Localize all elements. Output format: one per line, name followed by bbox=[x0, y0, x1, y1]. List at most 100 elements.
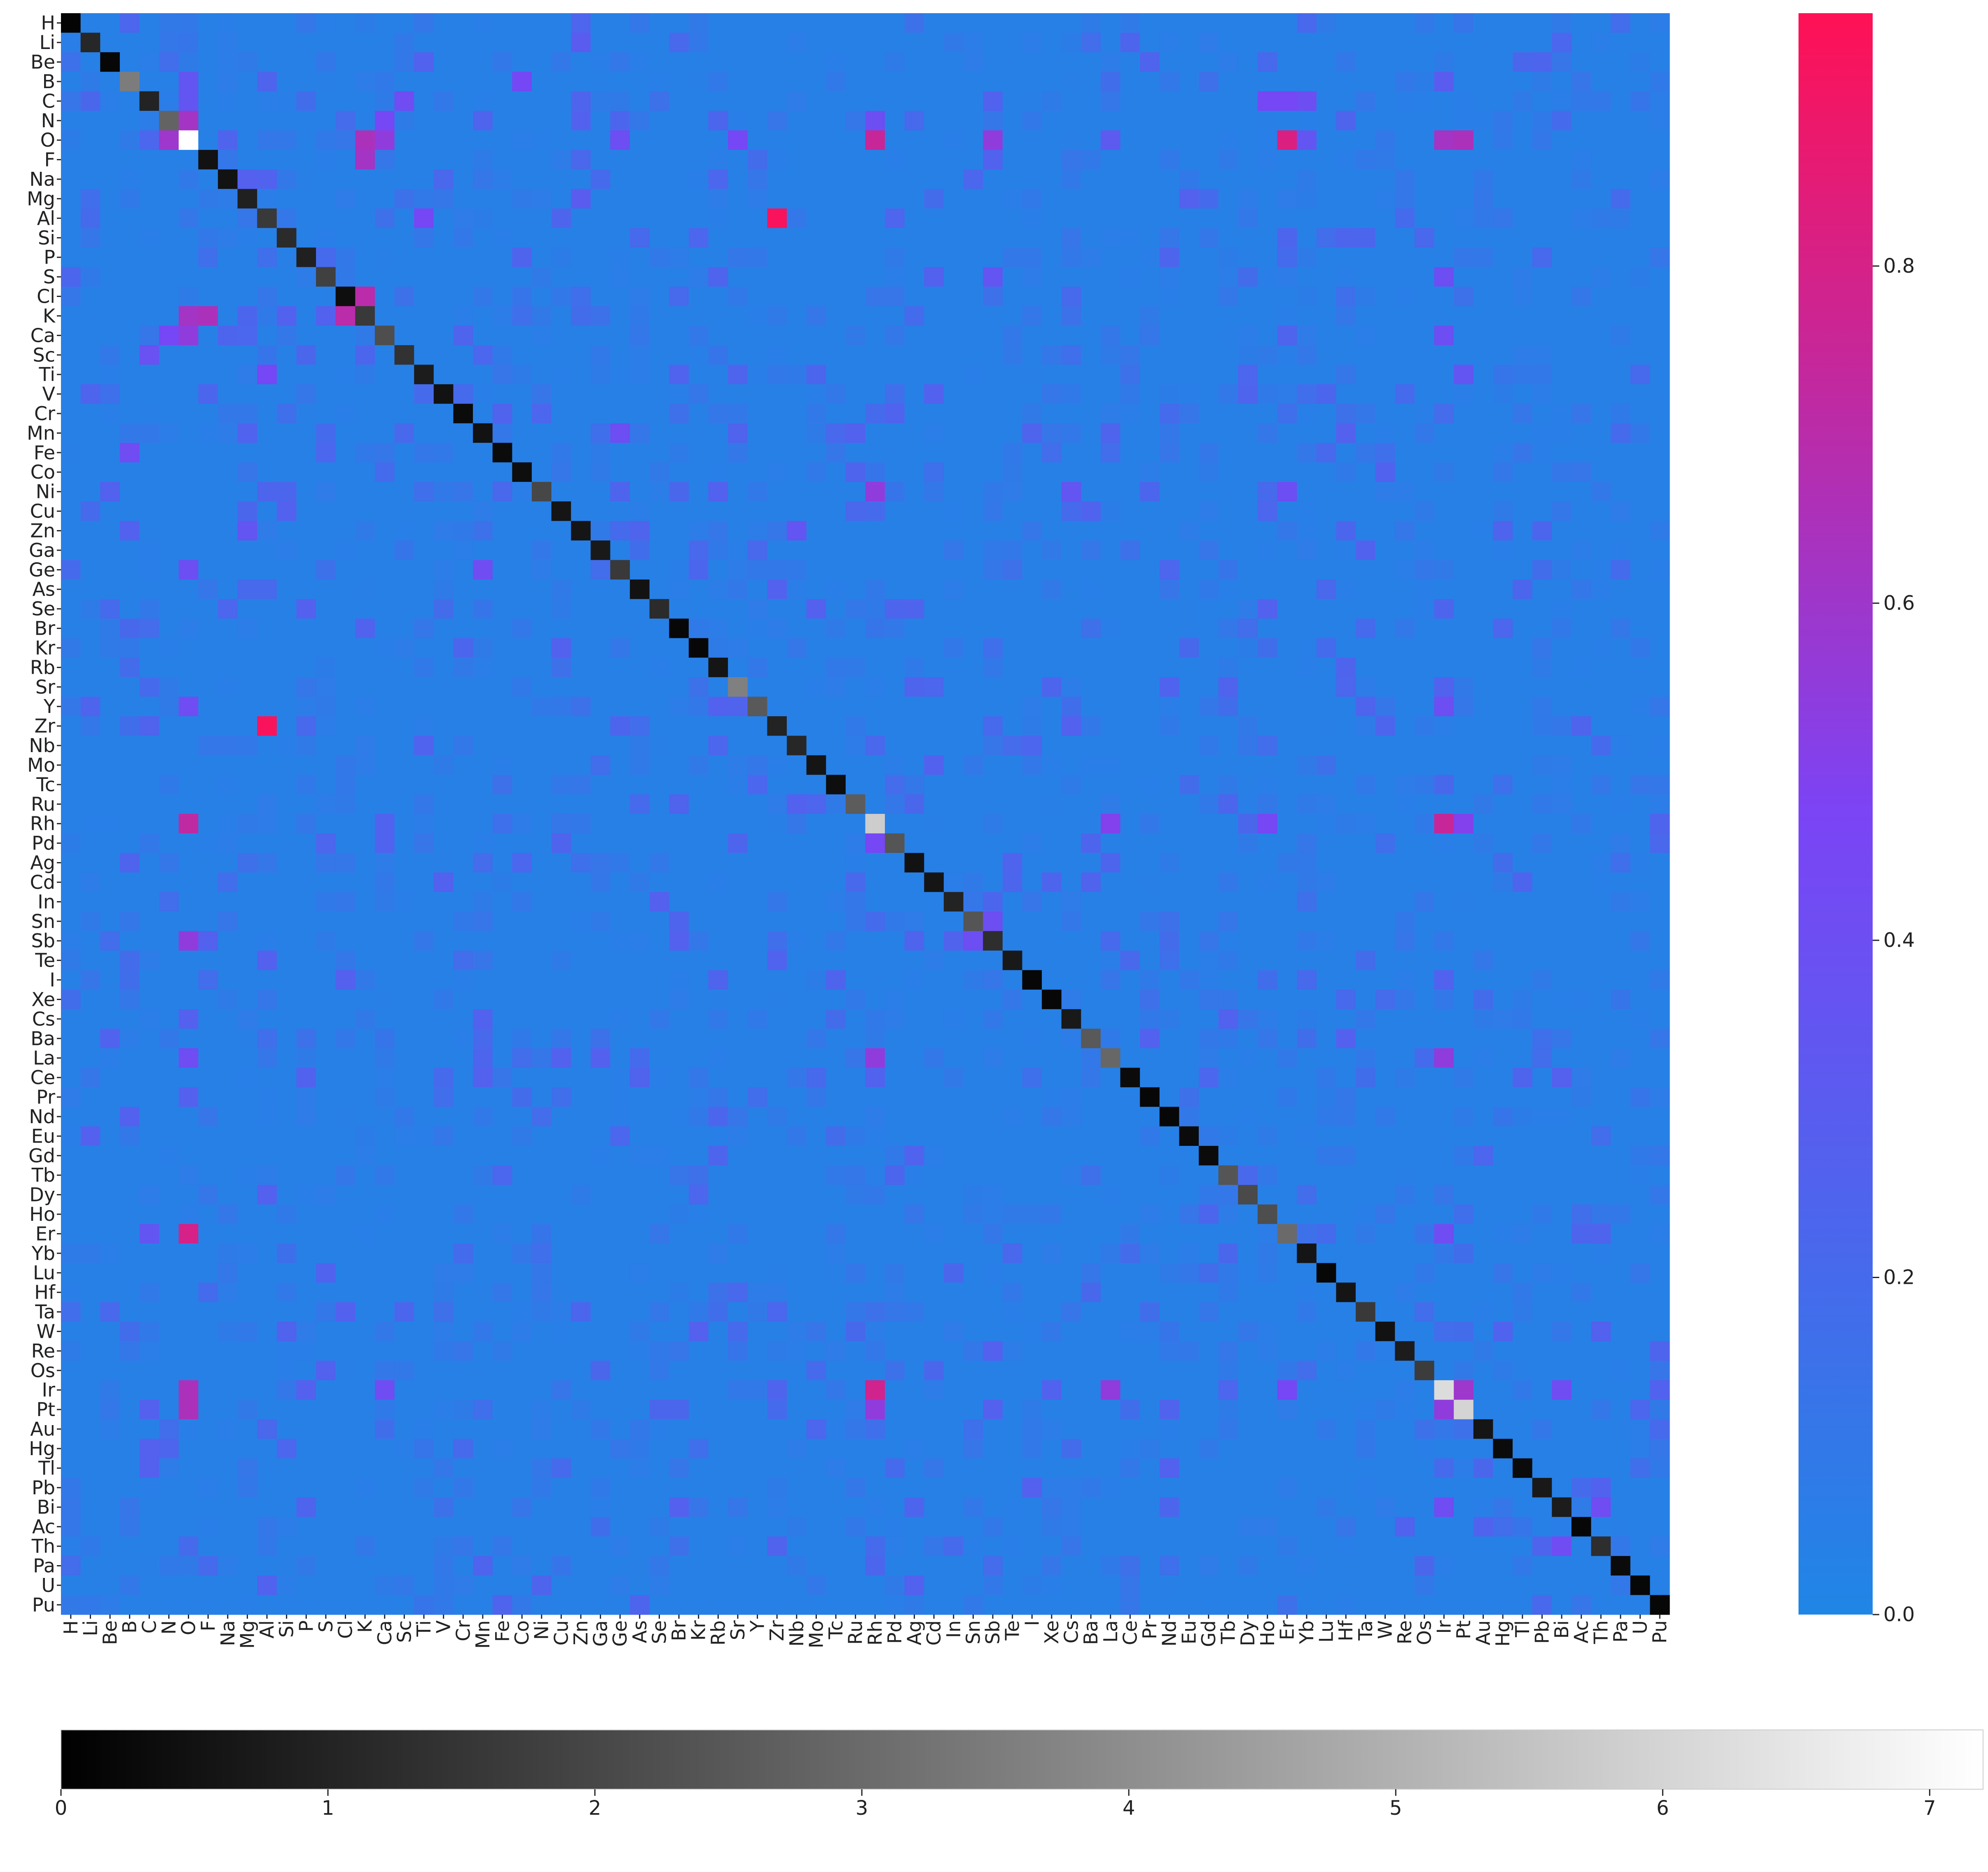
heatmap-cell bbox=[845, 111, 866, 131]
heatmap-cell bbox=[394, 462, 414, 482]
heatmap-cell bbox=[1002, 989, 1023, 1010]
heatmap-cell bbox=[473, 1087, 493, 1107]
heatmap-cell bbox=[747, 540, 767, 561]
heatmap-cell bbox=[826, 638, 846, 658]
heatmap-cell bbox=[139, 423, 159, 443]
heatmap-cell bbox=[1002, 1068, 1023, 1088]
heatmap-cell bbox=[139, 1087, 159, 1107]
heatmap-cell bbox=[688, 716, 709, 736]
heatmap-cell bbox=[885, 853, 905, 873]
heatmap-cell bbox=[1434, 1048, 1454, 1068]
heatmap-cell bbox=[355, 111, 375, 131]
heatmap-cell bbox=[531, 52, 552, 72]
heatmap-cell bbox=[688, 736, 709, 756]
heatmap-cell bbox=[1650, 618, 1670, 638]
heatmap-cell bbox=[1375, 989, 1395, 1010]
heatmap-cell bbox=[1375, 111, 1395, 131]
heatmap-cell bbox=[688, 91, 709, 111]
heatmap-cell bbox=[1434, 931, 1454, 951]
heatmap-cell bbox=[1356, 833, 1376, 853]
heatmap-cell bbox=[688, 677, 709, 697]
heatmap-cell bbox=[904, 989, 924, 1010]
heatmap-cell bbox=[178, 833, 199, 853]
heatmap-cell bbox=[943, 989, 964, 1010]
heatmap-cell bbox=[1297, 560, 1317, 580]
heatmap-cell bbox=[1414, 736, 1435, 756]
heatmap-cell bbox=[1002, 872, 1023, 893]
heatmap-cell bbox=[1238, 443, 1258, 463]
heatmap-cell bbox=[1571, 521, 1592, 541]
heatmap-cell bbox=[630, 638, 650, 658]
heatmap-cell bbox=[924, 72, 944, 92]
heatmap-cell bbox=[1650, 247, 1670, 267]
heatmap-cell bbox=[845, 189, 866, 209]
heatmap-cell bbox=[1375, 833, 1395, 853]
heatmap-cell bbox=[787, 853, 807, 873]
heatmap-cell bbox=[1120, 853, 1140, 873]
heatmap-cell bbox=[257, 111, 277, 131]
heatmap-cell bbox=[1650, 1146, 1670, 1166]
heatmap-cell bbox=[257, 638, 277, 658]
heatmap-cell bbox=[100, 989, 120, 1010]
heatmap-cell bbox=[296, 169, 316, 189]
heatmap-cell bbox=[1316, 540, 1337, 561]
heatmap-cell bbox=[747, 1068, 767, 1088]
heatmap-cell bbox=[159, 33, 179, 53]
heatmap-cell bbox=[1120, 970, 1140, 990]
heatmap-cell bbox=[1552, 189, 1572, 209]
heatmap-cell bbox=[100, 1087, 120, 1107]
heatmap-cell bbox=[649, 33, 669, 53]
heatmap-cell bbox=[551, 384, 571, 404]
heatmap-cell bbox=[1218, 189, 1238, 209]
heatmap-cell bbox=[1336, 853, 1356, 873]
heatmap-cell bbox=[806, 306, 826, 326]
heatmap-cell bbox=[728, 365, 748, 385]
heatmap-cell bbox=[1042, 736, 1062, 756]
heatmap-cell bbox=[1336, 111, 1356, 131]
heatmap-cell bbox=[531, 580, 552, 600]
heatmap-cell bbox=[1140, 247, 1160, 267]
heatmap-cell bbox=[904, 208, 924, 229]
heatmap-cell bbox=[1473, 1028, 1493, 1049]
heatmap-cell bbox=[630, 1009, 650, 1029]
heatmap-cell bbox=[1395, 521, 1415, 541]
heatmap-cell bbox=[1591, 794, 1611, 814]
heatmap-cell bbox=[1454, 462, 1474, 482]
heatmap-cell bbox=[1571, 1146, 1592, 1166]
heatmap-cell bbox=[1336, 1048, 1356, 1068]
heatmap-cell bbox=[1414, 657, 1435, 678]
heatmap-cell bbox=[433, 13, 454, 33]
heatmap-cell bbox=[80, 1165, 101, 1185]
heatmap-cell bbox=[1140, 1146, 1160, 1166]
heatmap-cell bbox=[1120, 462, 1140, 482]
heatmap-cell bbox=[590, 443, 611, 463]
heatmap-cell bbox=[1297, 696, 1317, 717]
heatmap-cell bbox=[904, 521, 924, 541]
heatmap-cell bbox=[1022, 72, 1042, 92]
heatmap-cell bbox=[1414, 267, 1435, 287]
heatmap-cell bbox=[1434, 1068, 1454, 1088]
heatmap-cell bbox=[1218, 931, 1238, 951]
heatmap-cell bbox=[1611, 306, 1631, 326]
heatmap-cell bbox=[1218, 1107, 1238, 1127]
heatmap-cell bbox=[1002, 1107, 1023, 1127]
heatmap-cell bbox=[767, 970, 787, 990]
heatmap-cell bbox=[296, 267, 316, 287]
heatmap-cell bbox=[198, 1048, 218, 1068]
heatmap-cell bbox=[649, 443, 669, 463]
heatmap-cell bbox=[316, 306, 336, 326]
heatmap-cell bbox=[728, 618, 748, 638]
heatmap-cell bbox=[1552, 618, 1572, 638]
heatmap-cell bbox=[1002, 736, 1023, 756]
heatmap-cell bbox=[1199, 345, 1219, 365]
heatmap-cell bbox=[649, 1107, 669, 1127]
heatmap-cell bbox=[1042, 247, 1062, 267]
heatmap-cell bbox=[787, 814, 807, 834]
heatmap-cell bbox=[1002, 853, 1023, 873]
heatmap-cell bbox=[1159, 814, 1180, 834]
heatmap-diagonal-cell bbox=[669, 618, 689, 638]
heatmap-cell bbox=[590, 1185, 611, 1205]
heatmap-cell bbox=[1591, 755, 1611, 775]
heatmap-cell bbox=[649, 1087, 669, 1107]
heatmap-cell bbox=[80, 365, 101, 385]
